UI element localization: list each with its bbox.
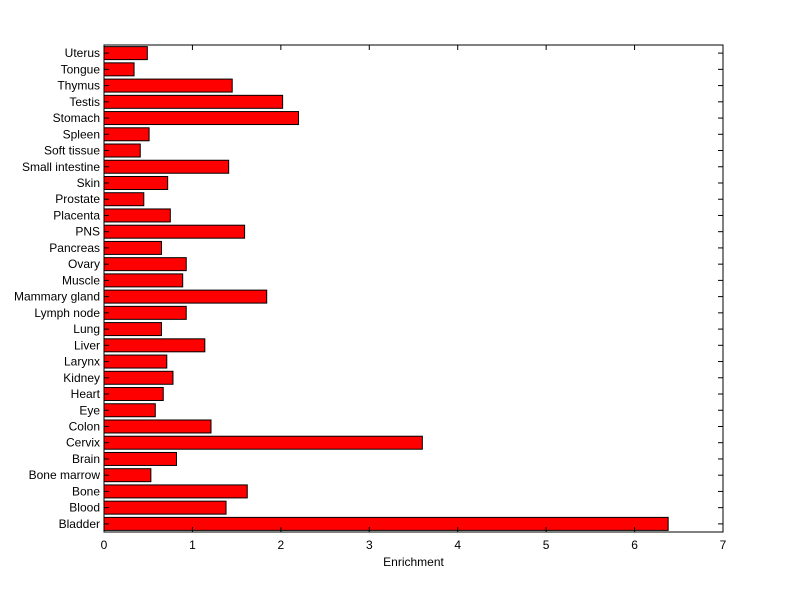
y-tick-label: Stomach (53, 111, 100, 125)
y-tick-label: Bone marrow (29, 468, 101, 482)
y-tick-label: Liver (74, 338, 100, 352)
x-tick-label: 6 (631, 538, 638, 552)
x-tick-label: 5 (543, 538, 550, 552)
y-tick-label: Ovary (68, 257, 100, 271)
plot-frame (103, 44, 724, 533)
bar-colon (103, 419, 212, 434)
y-tick-label: Testis (69, 95, 100, 109)
bar-eye (103, 403, 156, 418)
bar-lymph-node (103, 305, 187, 320)
x-tick-label: 4 (454, 538, 461, 552)
y-tick-label: Skin (77, 176, 100, 190)
y-tick-label: Heart (71, 387, 101, 401)
y-tick-label: Cervix (66, 436, 100, 450)
bar-blood (103, 500, 227, 515)
y-tick-label: Colon (69, 419, 100, 433)
bar-pancreas (103, 240, 162, 255)
y-tick-label: Mammary gland (14, 290, 100, 304)
y-tick-label: Thymus (57, 79, 100, 93)
bar-skin (103, 175, 169, 190)
bar-stomach (103, 111, 300, 126)
x-axis-label: Enrichment (383, 555, 444, 569)
bar-spleen (103, 127, 150, 142)
x-tick-label: 0 (101, 538, 108, 552)
bar-pns (103, 224, 246, 239)
bar-soft-tissue (103, 143, 141, 158)
y-tick-label: Prostate (55, 192, 100, 206)
bar-thymus (103, 78, 233, 93)
y-tick-label: Muscle (62, 273, 100, 287)
y-tick-label: Bone (72, 484, 100, 498)
y-tick-label: Larynx (64, 355, 100, 369)
bar-testis (103, 94, 284, 109)
y-tick-label: Brain (72, 452, 100, 466)
bar-mammary-gland (103, 289, 268, 304)
bar-bone (103, 484, 248, 499)
y-tick-label: Tongue (61, 62, 101, 76)
y-tick-label: PNS (75, 225, 100, 239)
y-tick-label: Uterus (65, 46, 100, 60)
bar-cervix (103, 435, 423, 450)
y-tick-label: Spleen (63, 127, 100, 141)
x-tick-label: 7 (720, 538, 727, 552)
ticks-group (103, 45, 724, 532)
labels-group: Bladder Blood Bone Bone marrow Brain Cervix Co… (14, 46, 727, 552)
bar-prostate (103, 192, 145, 207)
y-tick-label: Kidney (63, 371, 100, 385)
y-tick-label: Placenta (53, 208, 100, 222)
bar-placenta (103, 208, 171, 223)
y-tick-label: Lymph node (34, 306, 100, 320)
bar-heart (103, 387, 164, 402)
bar-muscle (103, 273, 184, 288)
bar-small-intestine (103, 159, 230, 174)
x-tick-label: 1 (189, 538, 196, 552)
bar-liver (103, 338, 206, 353)
bar-kidney (103, 370, 174, 385)
bar-uterus (103, 46, 148, 61)
y-tick-label: Soft tissue (44, 144, 100, 158)
bar-brain (103, 451, 178, 466)
bar-bladder (103, 516, 669, 531)
y-tick-label: Bladder (59, 517, 100, 531)
y-tick-label: Pancreas (49, 241, 100, 255)
bar-larynx (103, 354, 168, 369)
bar-ovary (103, 257, 187, 272)
y-tick-label: Eye (79, 403, 100, 417)
x-tick-label: 2 (278, 538, 285, 552)
y-tick-label: Lung (73, 322, 100, 336)
y-tick-label: Small intestine (22, 160, 100, 174)
x-tick-label: 3 (366, 538, 373, 552)
bar-bone-marrow (103, 468, 152, 483)
y-tick-label: Blood (69, 501, 100, 515)
bar-lung (103, 322, 162, 337)
